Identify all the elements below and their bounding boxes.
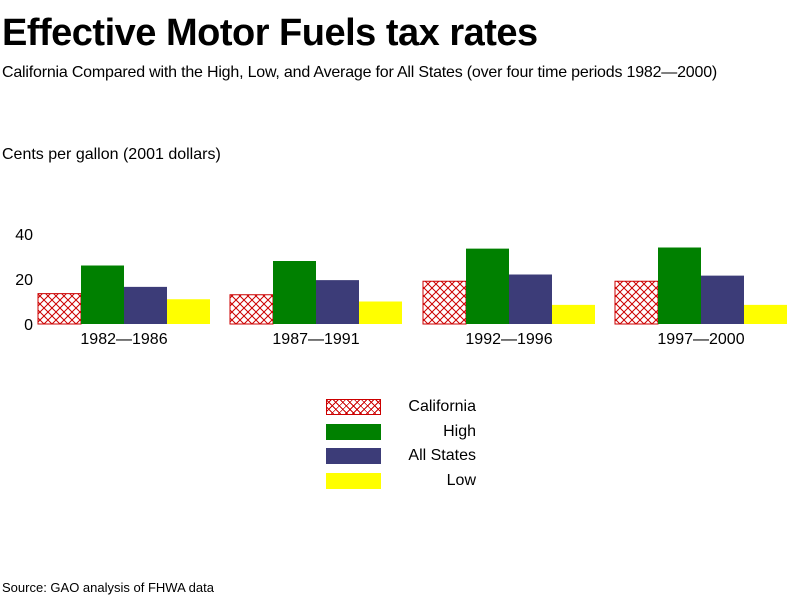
- chart-title: Effective Motor Fuels tax rates: [2, 12, 538, 54]
- legend-swatch-california: [326, 399, 381, 415]
- legend-item-low: Low: [326, 470, 476, 495]
- x-tick-label: 1997—2000: [657, 331, 744, 348]
- bar-group: [422, 248, 595, 325]
- y-tick-label-0: 0: [24, 317, 33, 334]
- x-tick-label: 1992—1996: [465, 331, 552, 348]
- bar-all-states: [701, 275, 744, 324]
- bar-high: [466, 248, 509, 324]
- legend-label-low: Low: [446, 471, 476, 489]
- bar-group: [37, 265, 210, 325]
- x-axis-labels: 1982—1986 1987—1991 1992—1996 1997—2000: [80, 331, 744, 348]
- legend-label-high: High: [443, 422, 476, 440]
- source-note: Source: GAO analysis of FHWA data: [2, 580, 214, 595]
- y-axis-ticks: 0 20 40: [15, 227, 33, 334]
- bar-california: [614, 280, 659, 325]
- bar-low: [744, 304, 787, 324]
- bar-all-states: [316, 280, 359, 324]
- chart-legend: California High All States Low: [326, 396, 476, 494]
- legend-item-high: High: [326, 421, 476, 446]
- legend-swatch-high: [326, 423, 381, 440]
- bar-high: [81, 265, 124, 324]
- y-axis-label: Cents per gallon (2001 dollars): [2, 146, 221, 163]
- bar-group: [229, 261, 402, 325]
- bar-group: [614, 247, 787, 325]
- legend-swatch-all-states: [326, 448, 381, 464]
- bar-california: [229, 294, 274, 325]
- bar-low: [167, 299, 210, 324]
- bar-california: [37, 293, 82, 325]
- legend-item-all-states: All States: [326, 445, 476, 470]
- x-tick-label: 1982—1986: [80, 331, 167, 348]
- y-tick-label-40: 40: [15, 227, 33, 244]
- bar-low: [552, 304, 595, 324]
- bar-high: [273, 261, 316, 324]
- legend-label-all-states: All States: [408, 447, 476, 464]
- legend-swatch-low: [326, 472, 381, 489]
- bar-high: [658, 247, 701, 324]
- bar-chart: 0 20 40 1982—1986 1987—1991 1992—1996 1997—20…: [15, 227, 787, 348]
- legend-label-california: California: [408, 398, 476, 415]
- bar-low: [359, 301, 402, 324]
- bar-groups: [37, 247, 787, 325]
- y-tick-label-20: 20: [15, 272, 33, 289]
- x-tick-label: 1987—1991: [272, 331, 359, 348]
- chart-subtitle: California Compared with the High, Low, …: [2, 64, 718, 81]
- bar-all-states: [124, 286, 167, 324]
- bar-all-states: [509, 274, 552, 324]
- bar-california: [422, 280, 467, 325]
- legend-item-california: California: [326, 396, 476, 421]
